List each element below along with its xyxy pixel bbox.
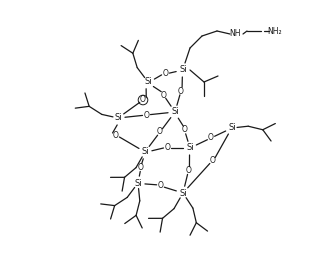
Text: O: O [158,181,163,190]
Text: Si: Si [144,78,152,87]
Text: O: O [138,163,144,172]
Text: O: O [162,69,168,78]
Text: NH₂: NH₂ [268,27,282,36]
Text: Si: Si [179,65,187,74]
Text: O: O [186,166,191,175]
Text: Si: Si [186,144,194,153]
Text: O: O [140,95,146,104]
Text: O: O [182,125,188,134]
Text: O: O [113,130,119,139]
Text: Si: Si [228,124,236,133]
Text: O: O [208,134,214,143]
Text: Si: Si [114,114,122,123]
Text: O: O [210,156,215,165]
Text: O: O [161,90,166,99]
Text: O: O [144,110,150,119]
Text: Si: Si [141,148,149,156]
Text: NH: NH [229,29,241,38]
Text: Si: Si [179,189,187,198]
Text: Si: Si [171,108,179,117]
Text: O: O [178,87,184,95]
Text: O: O [164,144,170,153]
Text: O: O [157,128,163,136]
Text: Si: Si [134,179,142,188]
